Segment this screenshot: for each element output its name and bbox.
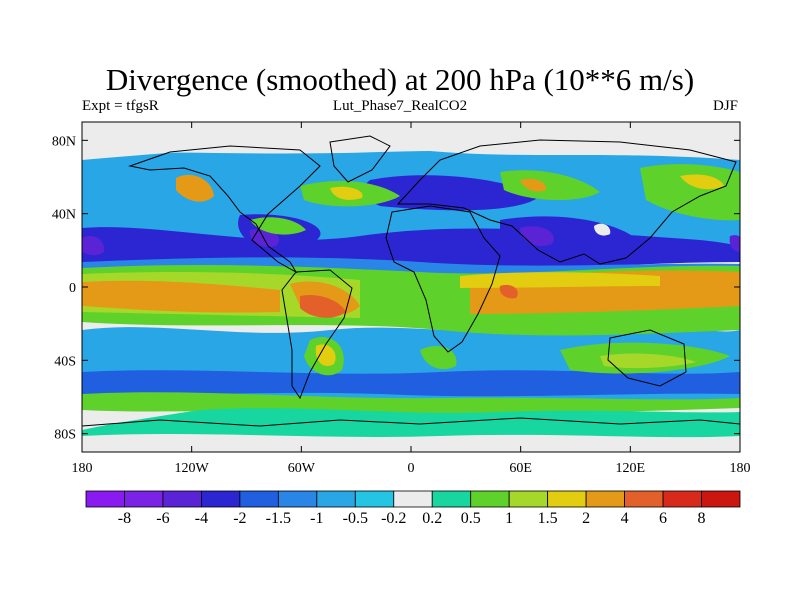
lon-tick-label: 0 xyxy=(408,461,415,476)
colorbar-swatch xyxy=(470,490,510,508)
divergence-contour xyxy=(594,223,611,236)
colorbar-label: 0.5 xyxy=(460,510,481,527)
colorbar-label: 6 xyxy=(659,510,668,527)
colorbar-swatch xyxy=(277,490,318,508)
map-title: Divergence (smoothed) at 200 hPa (10**6 … xyxy=(105,62,695,97)
eurasia-outline xyxy=(396,139,737,265)
south-america-outline xyxy=(281,269,353,400)
divergence-contour xyxy=(330,186,363,200)
colorbar-swatch xyxy=(354,490,395,508)
divergence-contour xyxy=(249,229,280,248)
colorbar-swatch xyxy=(585,490,625,508)
colorbar-swatch xyxy=(201,490,241,508)
divergence-contour xyxy=(500,170,600,201)
lat-tick-label: 40N xyxy=(52,208,76,223)
divergence-contour xyxy=(176,174,214,202)
lon-tick-label: 60E xyxy=(509,461,532,476)
divergence-contour xyxy=(600,353,696,369)
divergence-contour xyxy=(363,175,540,211)
divergence-contour xyxy=(82,235,105,256)
lon-tick-label: 180 xyxy=(72,461,93,476)
greenland-outline xyxy=(329,135,391,183)
colorbar-swatch xyxy=(547,490,587,508)
map-field xyxy=(82,122,740,452)
divergence-contour xyxy=(499,284,518,299)
divergence-contour xyxy=(315,344,336,366)
colorbar-swatch xyxy=(393,490,433,508)
divergence-contour xyxy=(300,294,346,318)
africa-outline xyxy=(385,205,501,353)
divergence-contour xyxy=(520,178,547,192)
colorbar-label: -1.5 xyxy=(265,510,292,527)
experiment-label: Expt = tfgsR xyxy=(82,98,159,114)
divergence-contour xyxy=(460,272,660,288)
colorbar-label: 2 xyxy=(582,510,591,527)
colorbar-swatch xyxy=(431,490,472,508)
lat-tick-label: 80S xyxy=(54,428,76,443)
australia-outline xyxy=(607,329,687,387)
divergence-contour xyxy=(82,122,740,154)
lat-tick-label: 0 xyxy=(69,281,76,296)
lon-tick-label: 120E xyxy=(616,461,646,476)
colorbar-label: -8 xyxy=(117,510,132,527)
colorbar-label: -0.5 xyxy=(342,510,368,527)
colorbar-swatch xyxy=(508,490,549,508)
colorbar-label: -6 xyxy=(156,510,170,527)
colorbar-swatch xyxy=(85,490,125,508)
colorbar-swatch xyxy=(316,490,356,508)
divergence-contour xyxy=(82,392,740,414)
colorbar-label: -4 xyxy=(194,510,209,527)
colorbar-swatch xyxy=(701,490,741,508)
antarctica-outline xyxy=(82,417,740,427)
lon-tick-label: 60W xyxy=(288,461,316,476)
divergence-contour xyxy=(680,174,724,190)
divergence-contour xyxy=(82,434,740,452)
colorbar-label: -2 xyxy=(233,510,247,527)
colorbar-label: 1 xyxy=(505,510,514,527)
latitude-axis: 80N 40N 0 40S 80S xyxy=(52,134,740,443)
divergence-contour xyxy=(729,235,740,252)
colorbar-swatch xyxy=(662,490,702,508)
colorbar-label: 8 xyxy=(697,510,706,527)
colorbar-label: -0.2 xyxy=(381,510,407,527)
colorbar-swatch xyxy=(162,490,202,508)
divergence-contour xyxy=(82,370,740,397)
lat-tick-label: 80N xyxy=(52,134,76,149)
run-name-label: Lut_Phase7_RealCO2 xyxy=(332,98,468,114)
season-label: DJF xyxy=(712,98,738,114)
lat-tick-label: 40S xyxy=(54,354,76,369)
colorbar-swatch xyxy=(124,490,164,508)
divergence-contour xyxy=(82,280,280,313)
longitude-axis: 180 120W 60W 0 60E 120E 180 xyxy=(72,122,751,476)
colorbar-label: 4 xyxy=(620,510,629,527)
coastlines xyxy=(82,135,740,427)
colorbar-label: 0.2 xyxy=(422,510,443,527)
colorbar-swatch xyxy=(239,490,279,508)
lon-tick-label: 120W xyxy=(175,461,210,476)
lon-tick-label: 180 xyxy=(730,461,751,476)
colorbar-label: 1.5 xyxy=(537,510,558,527)
colorbar xyxy=(85,490,741,508)
colorbar-label: -1 xyxy=(310,510,324,527)
colorbar-swatch xyxy=(624,490,664,508)
divergence-contour xyxy=(250,217,306,235)
